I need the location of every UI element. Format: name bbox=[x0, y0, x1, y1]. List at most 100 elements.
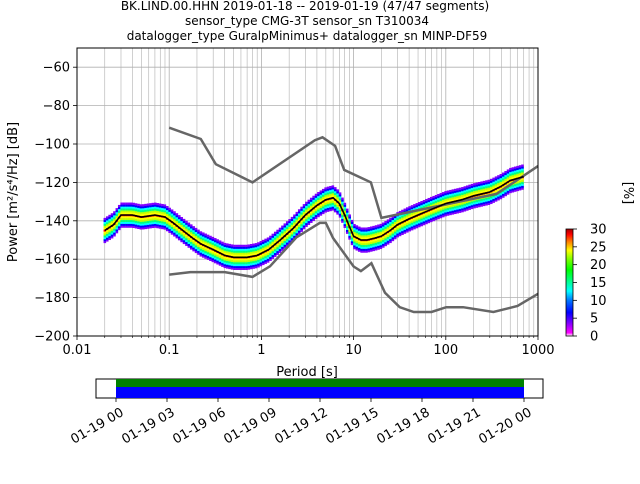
psd-cell bbox=[319, 207, 323, 210]
psd-cell bbox=[113, 220, 116, 224]
psd-cell bbox=[405, 207, 409, 210]
psd-cell bbox=[326, 207, 330, 210]
psd-cell bbox=[518, 184, 522, 187]
psd-cell bbox=[295, 231, 299, 234]
psd-cell bbox=[441, 199, 445, 202]
psd-cell bbox=[333, 189, 337, 192]
psd-cell bbox=[209, 241, 212, 244]
psd-cell bbox=[504, 192, 507, 195]
psd-cell bbox=[506, 188, 510, 191]
psd-cell bbox=[110, 220, 114, 224]
psd-cell bbox=[362, 246, 366, 249]
psd-cell bbox=[223, 246, 227, 249]
psd-cell bbox=[355, 240, 359, 243]
psd-cell bbox=[437, 213, 440, 216]
psd-cell bbox=[266, 260, 270, 263]
psd-cell bbox=[156, 208, 159, 211]
psd-cell bbox=[211, 257, 215, 261]
psd-cell bbox=[115, 221, 119, 224]
psd-cell bbox=[408, 229, 411, 232]
psd-cell bbox=[360, 229, 363, 232]
psd-cell bbox=[235, 265, 239, 269]
psd-cell bbox=[261, 243, 265, 246]
psd-cell bbox=[228, 263, 231, 266]
psd-cell bbox=[237, 265, 241, 269]
psd-cell bbox=[429, 196, 433, 200]
psd-cell bbox=[413, 206, 416, 209]
psd-cell bbox=[194, 231, 198, 234]
psd-cell bbox=[221, 262, 224, 265]
psd-cell bbox=[355, 248, 359, 251]
psd-cell bbox=[153, 208, 157, 211]
psd-cell bbox=[408, 215, 411, 218]
psd-cell bbox=[357, 228, 361, 231]
psd-cell bbox=[144, 224, 147, 228]
psd-cell bbox=[434, 202, 438, 205]
psd-cell bbox=[288, 222, 291, 226]
psd-cell bbox=[206, 242, 210, 245]
psd-cell bbox=[144, 205, 147, 208]
psd-cell bbox=[329, 191, 332, 194]
psd-cell bbox=[353, 227, 356, 231]
psd-cell bbox=[194, 233, 198, 236]
psd-cell bbox=[343, 212, 347, 215]
psd-cell bbox=[384, 234, 387, 237]
psd-cell bbox=[338, 201, 342, 205]
psd-cell bbox=[391, 231, 395, 234]
psd-cell bbox=[499, 179, 503, 182]
psd-cell bbox=[319, 192, 323, 195]
psd-cell bbox=[305, 201, 308, 204]
psd-cell bbox=[420, 218, 423, 221]
psd-cell bbox=[451, 193, 455, 196]
psd-cell bbox=[199, 240, 203, 244]
psd-cell bbox=[326, 188, 330, 191]
psd-cell bbox=[137, 217, 140, 220]
psd-cell bbox=[470, 189, 474, 192]
psd-cell bbox=[175, 222, 179, 225]
psd-cell bbox=[475, 186, 479, 189]
psd-cell bbox=[285, 221, 289, 224]
psd-cell bbox=[197, 237, 200, 240]
psd-cell bbox=[458, 197, 462, 200]
psd-cell bbox=[360, 231, 363, 234]
psd-cell bbox=[228, 261, 231, 264]
psd-cell bbox=[218, 242, 222, 245]
psd-cell bbox=[137, 221, 140, 224]
psd-cell bbox=[182, 218, 186, 222]
psd-cell bbox=[221, 260, 224, 264]
psd-cell bbox=[403, 231, 407, 234]
psd-cell bbox=[278, 233, 282, 236]
psd-cell bbox=[401, 225, 404, 228]
coverage-tick-label: 01-19 15 bbox=[323, 405, 381, 447]
psd-cell bbox=[225, 260, 229, 263]
psd-cell bbox=[362, 231, 366, 234]
psd-cell bbox=[134, 224, 138, 227]
psd-cell bbox=[444, 193, 447, 196]
psd-cell bbox=[350, 225, 354, 228]
psd-cell bbox=[283, 240, 287, 243]
psd-cell bbox=[223, 242, 227, 246]
psd-cell bbox=[449, 193, 452, 196]
psd-cell bbox=[355, 232, 359, 236]
psd-cell bbox=[117, 204, 121, 208]
psd-cell bbox=[415, 224, 419, 227]
psd-cell bbox=[120, 217, 123, 221]
psd-cell bbox=[242, 250, 246, 253]
psd-cell bbox=[487, 189, 491, 192]
psd-cell bbox=[129, 208, 133, 211]
psd-cell bbox=[129, 202, 133, 205]
psd-cell bbox=[386, 238, 390, 241]
psd-cell bbox=[475, 190, 479, 193]
psd-cell bbox=[165, 223, 169, 226]
psd-cell bbox=[422, 217, 426, 220]
psd-cell bbox=[225, 262, 229, 265]
psd-cell bbox=[177, 222, 181, 225]
psd-cell bbox=[384, 230, 387, 233]
psd-cell bbox=[389, 233, 392, 236]
psd-cell bbox=[343, 206, 347, 209]
psd-cell bbox=[326, 192, 330, 195]
psd-cell bbox=[379, 227, 383, 230]
psd-cell bbox=[137, 209, 140, 212]
psd-cell bbox=[348, 237, 351, 240]
psd-cell bbox=[305, 205, 308, 208]
